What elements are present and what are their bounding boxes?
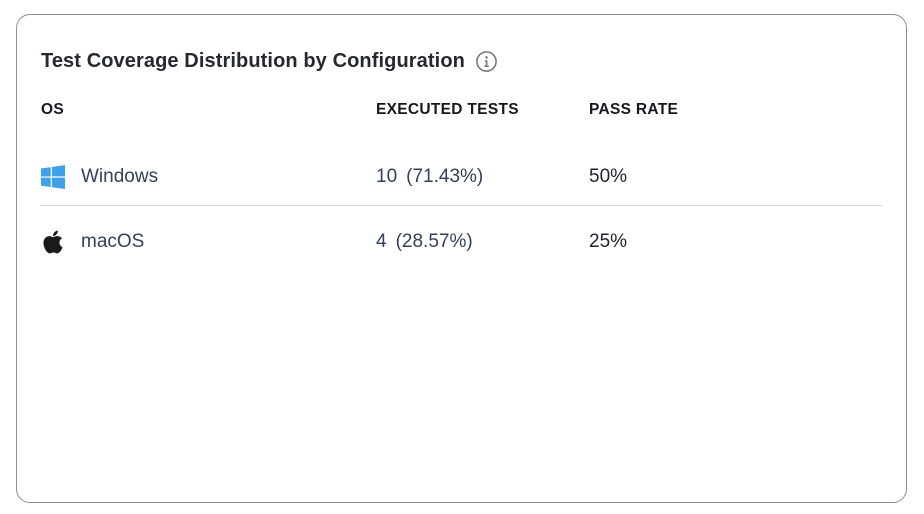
windows-logo-icon [41, 164, 65, 190]
executed-count: 4 [376, 231, 387, 252]
card-title: Test Coverage Distribution by Configurat… [41, 49, 465, 72]
card-header: Test Coverage Distribution by Configurat… [41, 48, 882, 74]
column-header-executed-tests: EXECUTED TESTS [376, 101, 519, 118]
executed-tests-cell: 4 (28.57%) [376, 231, 589, 253]
apple-logo-icon [41, 229, 65, 255]
os-cell: Windows [41, 164, 376, 190]
executed-count: 10 [376, 165, 398, 187]
column-header-os: OS [41, 101, 64, 118]
table-header-row: OS EXECUTED TESTS PASS RATE [41, 100, 882, 120]
executed-tests-cell: 10 (71.43%) [376, 166, 589, 188]
os-cell: macOS [41, 229, 376, 255]
pass-rate-cell: 50% [589, 165, 628, 187]
os-label: Windows [81, 165, 159, 187]
column-header-pass-rate: PASS RATE [589, 101, 679, 118]
pass-rate-cell: 25% [589, 231, 628, 252]
test-coverage-card: Test Coverage Distribution by Configurat… [16, 14, 907, 503]
executed-percent: (71.43%) [406, 165, 484, 187]
table-row-windows: Windows 10 (71.43%) 50% [41, 136, 882, 206]
table-row-macos: macOS 4 (28.57%) 25% [41, 206, 882, 276]
executed-percent: (28.57%) [395, 231, 473, 252]
os-label: macOS [81, 231, 145, 252]
info-icon[interactable] [475, 50, 498, 73]
